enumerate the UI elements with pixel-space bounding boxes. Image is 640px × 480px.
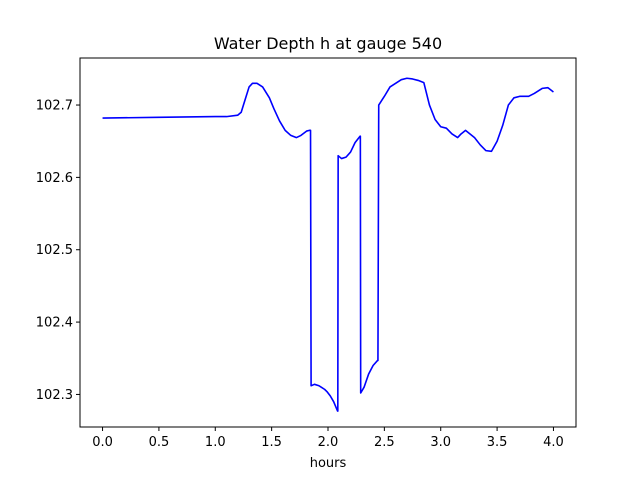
- x-axis-ticks: 0.0 0.5 1.0 1.5 2.0 2.5 3.0 3.5 4.0: [92, 427, 564, 450]
- x-tick-label: 0.5: [149, 435, 170, 450]
- x-tick-label: 3.0: [430, 435, 451, 450]
- y-tick-label: 102.6: [36, 171, 73, 186]
- y-tick-label: 102.4: [36, 316, 73, 331]
- series-line-0: [102, 77, 554, 412]
- y-tick-label: 102.7: [36, 99, 73, 114]
- x-tick-label: 1.5: [261, 435, 282, 450]
- y-tick-label: 102.3: [36, 388, 73, 403]
- axes-frame: [79, 57, 577, 428]
- x-tick-label: 4.0: [543, 435, 564, 450]
- x-tick-label: 1.0: [205, 435, 226, 450]
- x-axis-label: hours: [310, 456, 347, 471]
- chart-title: Water Depth h at gauge 540: [214, 34, 442, 53]
- x-tick-label: 2.5: [374, 435, 395, 450]
- x-tick-label: 2.0: [318, 435, 339, 450]
- y-axis-ticks: 102.3 102.4 102.5 102.6 102.7: [36, 99, 80, 403]
- plot-area: [102, 77, 554, 412]
- x-tick-label: 0.0: [92, 435, 113, 450]
- y-tick-label: 102.5: [36, 243, 73, 258]
- x-tick-label: 3.5: [487, 435, 508, 450]
